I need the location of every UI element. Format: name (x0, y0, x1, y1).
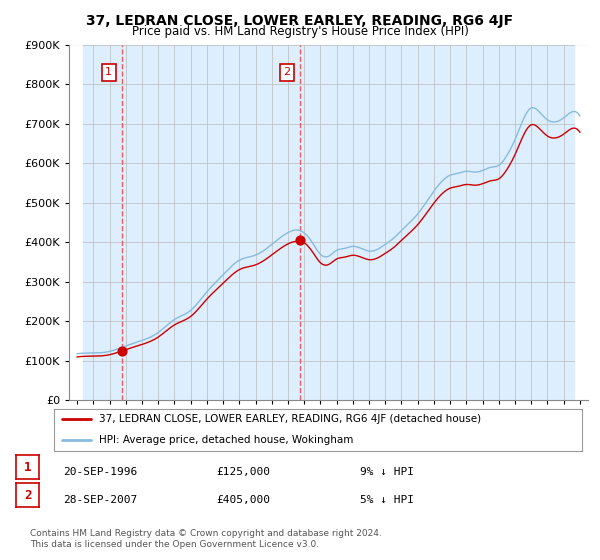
Text: 1: 1 (24, 460, 31, 474)
Text: 5% ↓ HPI: 5% ↓ HPI (360, 494, 414, 505)
Text: 37, LEDRAN CLOSE, LOWER EARLEY, READING, RG6 4JF: 37, LEDRAN CLOSE, LOWER EARLEY, READING,… (86, 14, 514, 28)
Text: 9% ↓ HPI: 9% ↓ HPI (360, 466, 414, 477)
Text: 37, LEDRAN CLOSE, LOWER EARLEY, READING, RG6 4JF (detached house): 37, LEDRAN CLOSE, LOWER EARLEY, READING,… (99, 414, 481, 424)
Text: Price paid vs. HM Land Registry's House Price Index (HPI): Price paid vs. HM Land Registry's House … (131, 25, 469, 38)
Text: 2: 2 (284, 67, 291, 77)
Text: £405,000: £405,000 (216, 494, 270, 505)
Bar (575, 45, 588, 400)
Text: 2: 2 (24, 488, 31, 502)
Text: £125,000: £125,000 (216, 466, 270, 477)
Text: 1: 1 (105, 67, 112, 77)
Text: Contains HM Land Registry data © Crown copyright and database right 2024.
This d: Contains HM Land Registry data © Crown c… (30, 529, 382, 549)
Text: 28-SEP-2007: 28-SEP-2007 (63, 494, 137, 505)
Text: 20-SEP-1996: 20-SEP-1996 (63, 466, 137, 477)
Text: HPI: Average price, detached house, Wokingham: HPI: Average price, detached house, Woki… (99, 435, 353, 445)
Bar (69, 45, 82, 400)
Point (117, 347, 127, 356)
Point (295, 236, 305, 245)
